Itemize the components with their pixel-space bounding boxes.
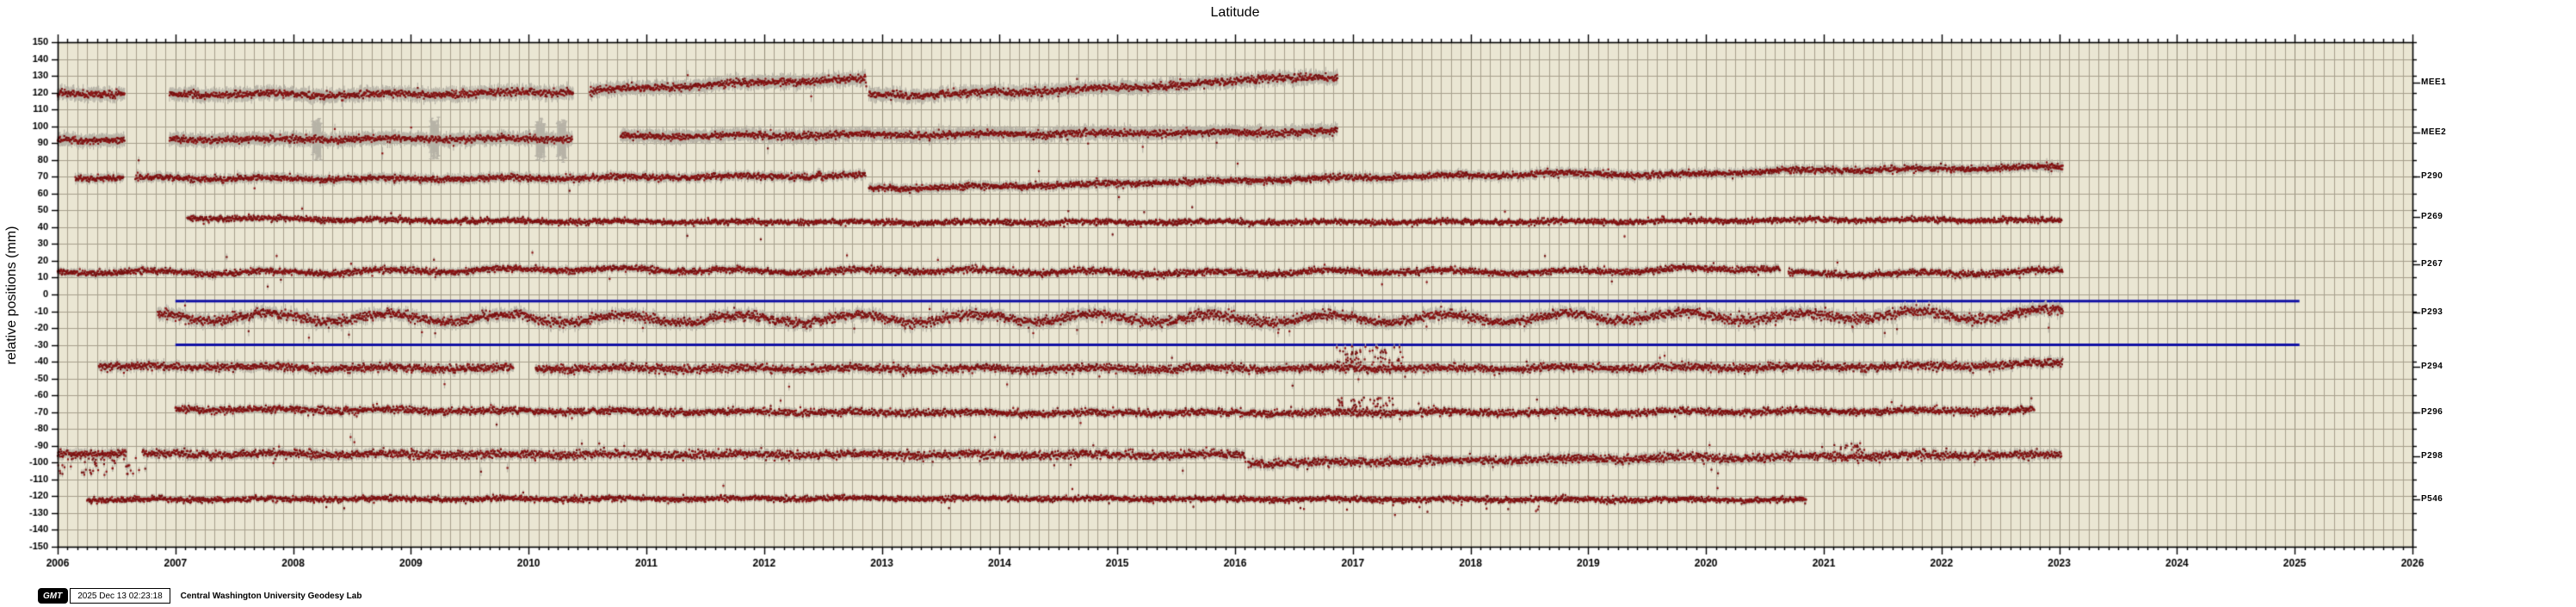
station-label-P294: P294 [2421, 361, 2443, 371]
credit-text: Central Washington University Geodesy La… [180, 591, 362, 601]
timestamp-box: 2025 Dec 13 02:23:18 [70, 588, 170, 604]
station-label-P290: P290 [2421, 171, 2443, 182]
station-label-P298: P298 [2421, 450, 2443, 461]
station-label-MEE1: MEE1 [2421, 77, 2447, 87]
plot-title: Latitude [1210, 5, 1260, 20]
station-label-P293: P293 [2421, 307, 2443, 318]
station-label-MEE2: MEE2 [2421, 127, 2447, 138]
station-label-P267: P267 [2421, 258, 2443, 269]
y-axis-label: relative positions (mm) [4, 226, 19, 365]
station-label-P546: P546 [2421, 494, 2443, 505]
gmt-stamp-row: GMT 2025 Dec 13 02:23:18 Central Washing… [38, 588, 361, 604]
station-label-P296: P296 [2421, 406, 2443, 417]
station-label-P269: P269 [2421, 212, 2443, 222]
gmt-logo: GMT [38, 588, 69, 604]
